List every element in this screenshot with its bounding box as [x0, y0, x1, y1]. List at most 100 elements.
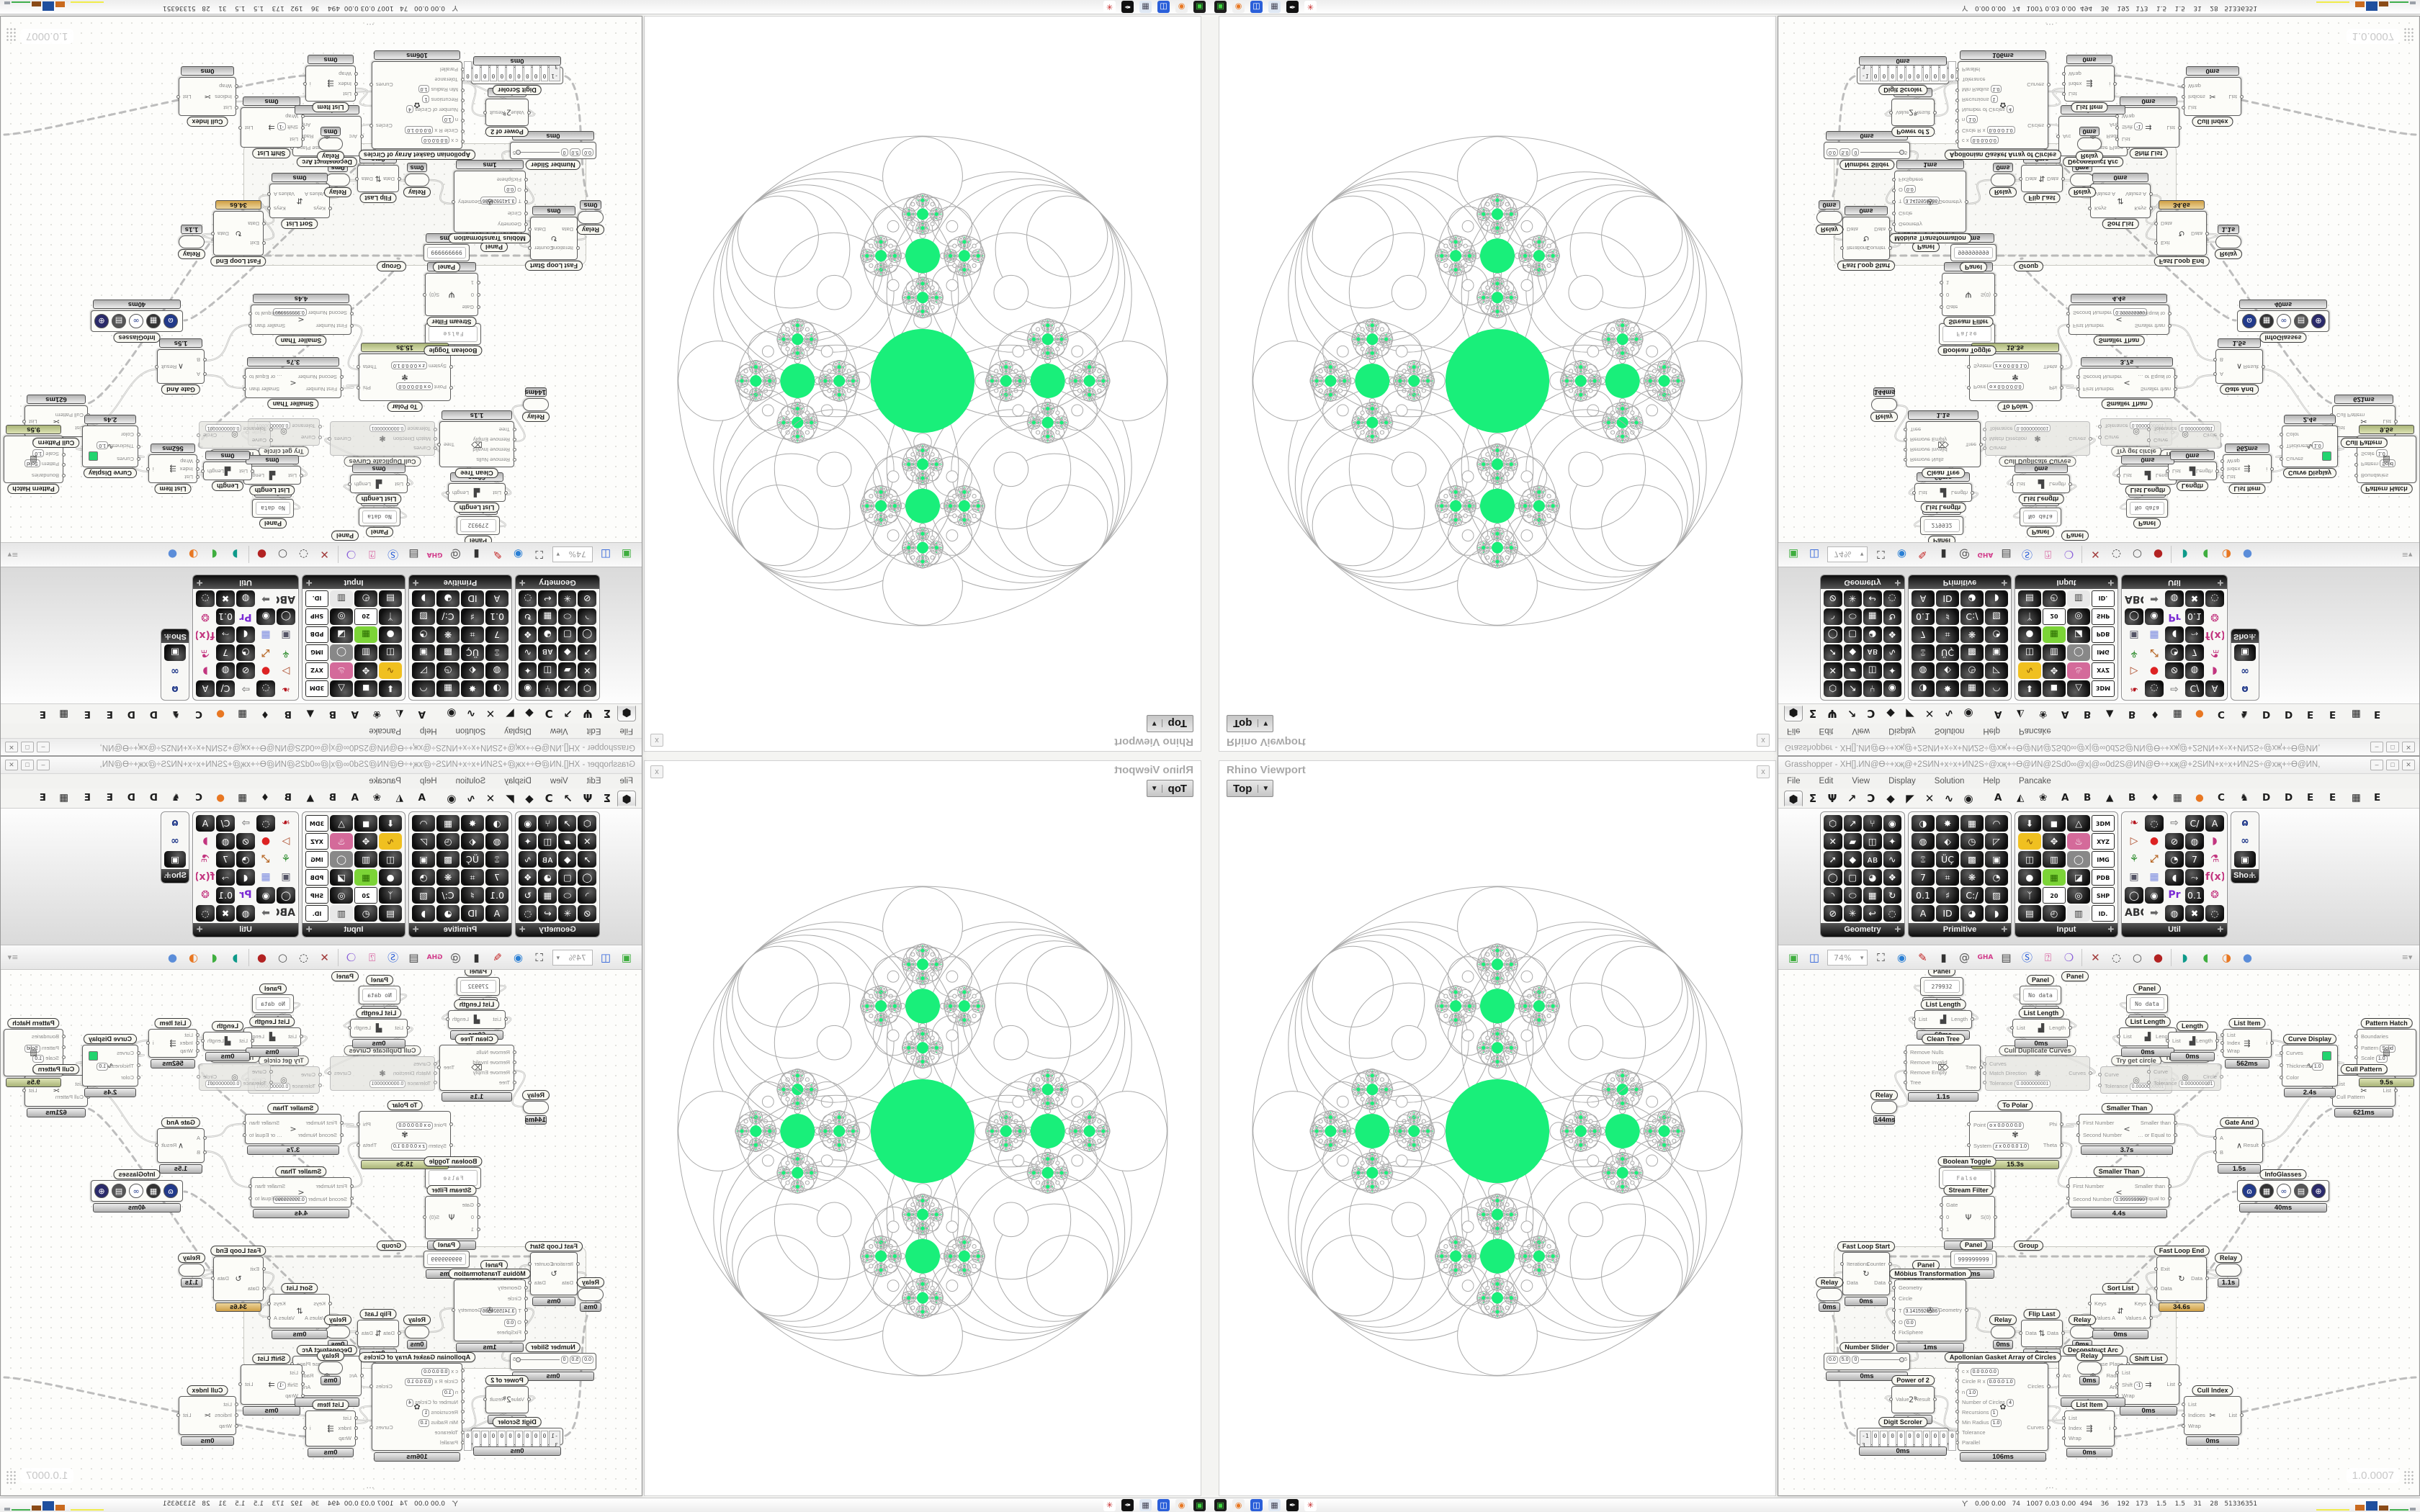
component-icon[interactable]: 3DM — [305, 680, 328, 697]
input-port-curve[interactable]: Curve — [2105, 434, 2120, 441]
terminal-icon[interactable]: ▣ — [1193, 1, 1206, 13]
slider-value-box[interactable]: 0 — [1852, 148, 1860, 156]
digit-cell[interactable]: 0 — [464, 61, 472, 81]
component-icon[interactable]: ▣ — [164, 851, 186, 868]
input-port-second-number[interactable]: Second Number — [297, 374, 337, 381]
port-dot[interactable] — [348, 482, 351, 486]
component-icon[interactable]: ♯ — [1936, 887, 1959, 904]
port-dot[interactable] — [524, 211, 528, 215]
node-body[interactable]: List Index Wrap i ⇶ — [146, 454, 200, 483]
canvas-ellipsis[interactable]: … — [2045, 22, 2054, 32]
input-port-cull-pattern[interactable]: Cull Pattern — [55, 1094, 84, 1100]
output-port-theta[interactable]: Theta — [2043, 1141, 2057, 1148]
port-dot[interactable] — [235, 84, 238, 88]
port-dot[interactable] — [2047, 1425, 2051, 1429]
node-name-capsule[interactable]: Relay — [576, 225, 605, 235]
component-icon[interactable]: ◯ — [330, 644, 353, 661]
node-name-capsule[interactable]: Relay — [2068, 1315, 2097, 1325]
component-icon[interactable]: C:/ — [436, 608, 460, 625]
node-body[interactable]: No data — [2126, 499, 2168, 518]
plugin-tab[interactable]: A — [2061, 792, 2069, 804]
port-value-box[interactable]: 1.0 — [442, 115, 454, 124]
port-value-box[interactable]: 1.0 — [1990, 1419, 2002, 1428]
output-port-length[interactable]: Length — [452, 1016, 469, 1022]
ribbon-tab-icon[interactable]: Ψ — [583, 792, 593, 805]
port-dot[interactable] — [513, 1081, 516, 1084]
port-dot[interactable] — [2205, 1277, 2209, 1280]
group-label[interactable]: Group — [2014, 261, 2043, 271]
gh-node-digit-scroler[interactable]: Digit Scroler -1 3 0 0 0 0 0 0 0 0 0 0 0ms — [464, 1417, 563, 1456]
port-dot[interactable] — [2066, 324, 2070, 328]
port-dot[interactable] — [1940, 293, 1943, 297]
output-port-i[interactable]: i — [153, 466, 154, 472]
component-icon[interactable]: ◖ — [2165, 869, 2184, 886]
input-port-pattern[interactable]: Pattern Solid — [2361, 1044, 2396, 1053]
output-port-length[interactable]: Length — [2196, 468, 2213, 474]
menu-edit[interactable]: Edit — [586, 777, 601, 786]
node-name-capsule[interactable]: Number Slider — [1839, 160, 1894, 170]
zoom-level[interactable]: 74% — [552, 546, 593, 563]
help-package-icon[interactable]: ⍰ — [2044, 950, 2051, 964]
viewport-close-button[interactable]: x — [650, 765, 663, 778]
component-icon[interactable]: ◉ — [519, 680, 537, 697]
gh-node-fast-loop-end[interactable]: Fast Loop End Exit Data Data ↻ 34.6s — [2154, 1246, 2210, 1312]
component-icon[interactable]: ✕ — [1824, 833, 1842, 850]
component-icon[interactable]: 0.1 — [216, 887, 235, 904]
preview-wireframe-icon[interactable]: ○ — [278, 548, 288, 562]
component-icon[interactable]: ◍ — [2185, 833, 2204, 850]
menu-display[interactable]: Display — [1888, 726, 1916, 735]
port-dot[interactable] — [528, 228, 532, 231]
ribbon-tab-icon[interactable]: ⬢ — [617, 706, 636, 721]
output-port-tree[interactable]: Tree — [1965, 441, 1976, 448]
input-port-wrap[interactable]: Wrap — [2188, 1423, 2201, 1430]
node-name-capsule[interactable]: Panel — [2133, 518, 2161, 528]
gh-node-cull-index[interactable]: Cull Index List Indices Wrap List ✂ 0ms — [176, 66, 238, 127]
port-dot[interactable] — [2280, 1063, 2283, 1067]
gh-node-list-length[interactable]: List Length List Length ▟ 0ms — [348, 464, 410, 504]
solver-teal-icon[interactable]: ◗ — [232, 548, 238, 562]
node-name-capsule[interactable]: Pattern Hatch — [7, 484, 60, 494]
component-icon[interactable]: ▣ — [281, 871, 291, 883]
input-port-color[interactable]: Color — [2286, 431, 2299, 438]
finder-icon[interactable]: Ⓢ — [387, 548, 399, 562]
gh-node-smaller-than[interactable]: Smaller Than First Number Second Number 0.… — [2066, 294, 2172, 346]
node-name-capsule[interactable]: Relay — [2214, 1253, 2243, 1263]
output-port-geometry[interactable]: Geometry — [458, 199, 482, 205]
node-body[interactable]: ɷ ▦ ∞ ▤ ⊕ — [2237, 310, 2329, 332]
input-port-arc[interactable]: Arc — [349, 133, 357, 140]
output-port--or-equal-to[interactable]: … or Equal to — [2138, 1131, 2171, 1138]
node-name-capsule[interactable]: Stream Filter — [1943, 1185, 1994, 1195]
port-dot[interactable] — [1892, 1297, 1896, 1301]
component-icon[interactable]: ▦ — [2149, 629, 2159, 641]
component-icon[interactable]: ⌗ — [1936, 869, 1959, 886]
input-port-list[interactable]: List — [2122, 1369, 2130, 1376]
node-body[interactable]: 0.0 5.0 0 5 — [510, 1353, 596, 1370]
node-body[interactable]: c x 0.0 0.0 0.0 Circle R x 0.0 0.0 1.0 n 1… — [1955, 1363, 2051, 1451]
component-icon[interactable]: ◷ — [436, 833, 460, 850]
node-body[interactable]: List Indices Wrap List ✂ — [176, 1396, 238, 1435]
gh-node-power-of-2[interactable]: Power of 2ValueResult2ᴿ0ms — [1889, 1375, 1937, 1424]
port-dot[interactable] — [301, 1371, 305, 1374]
port-dot[interactable] — [2088, 1302, 2092, 1305]
port-value-box[interactable]: 4 — [405, 105, 413, 114]
port-dot[interactable] — [2270, 467, 2274, 471]
port-dot[interactable] — [360, 1374, 364, 1377]
component-icon[interactable]: ➚ — [1824, 851, 1842, 868]
component-icon[interactable]: ◴ — [2043, 590, 2066, 607]
output-port-result[interactable]: Result — [2243, 364, 2259, 370]
ribbon-tab-icon[interactable]: Ↄ — [544, 707, 553, 720]
node-name-capsule[interactable]: Relay — [1989, 1315, 2017, 1325]
port-dot[interactable] — [1892, 1331, 1896, 1335]
ribbon-tab-icon[interactable]: ⬢ — [1784, 791, 1803, 806]
input-port-remove-nulls[interactable]: Remove Nulls — [1910, 456, 1944, 463]
node-name-capsule[interactable]: Pattern Hatch — [7, 1018, 60, 1028]
port-dot[interactable] — [357, 386, 360, 390]
node-body[interactable]: List Length ▟ — [241, 466, 303, 485]
port-dot[interactable] — [2262, 365, 2265, 369]
plugin-tab[interactable]: ◭ — [395, 792, 403, 804]
component-icon[interactable]: ◠ — [412, 680, 435, 697]
node-body[interactable]: Curves Match Direction Tolerance 0.0000000… — [328, 421, 437, 456]
node-name-capsule[interactable]: Panel — [1959, 262, 1988, 272]
port-dot[interactable] — [449, 386, 453, 390]
